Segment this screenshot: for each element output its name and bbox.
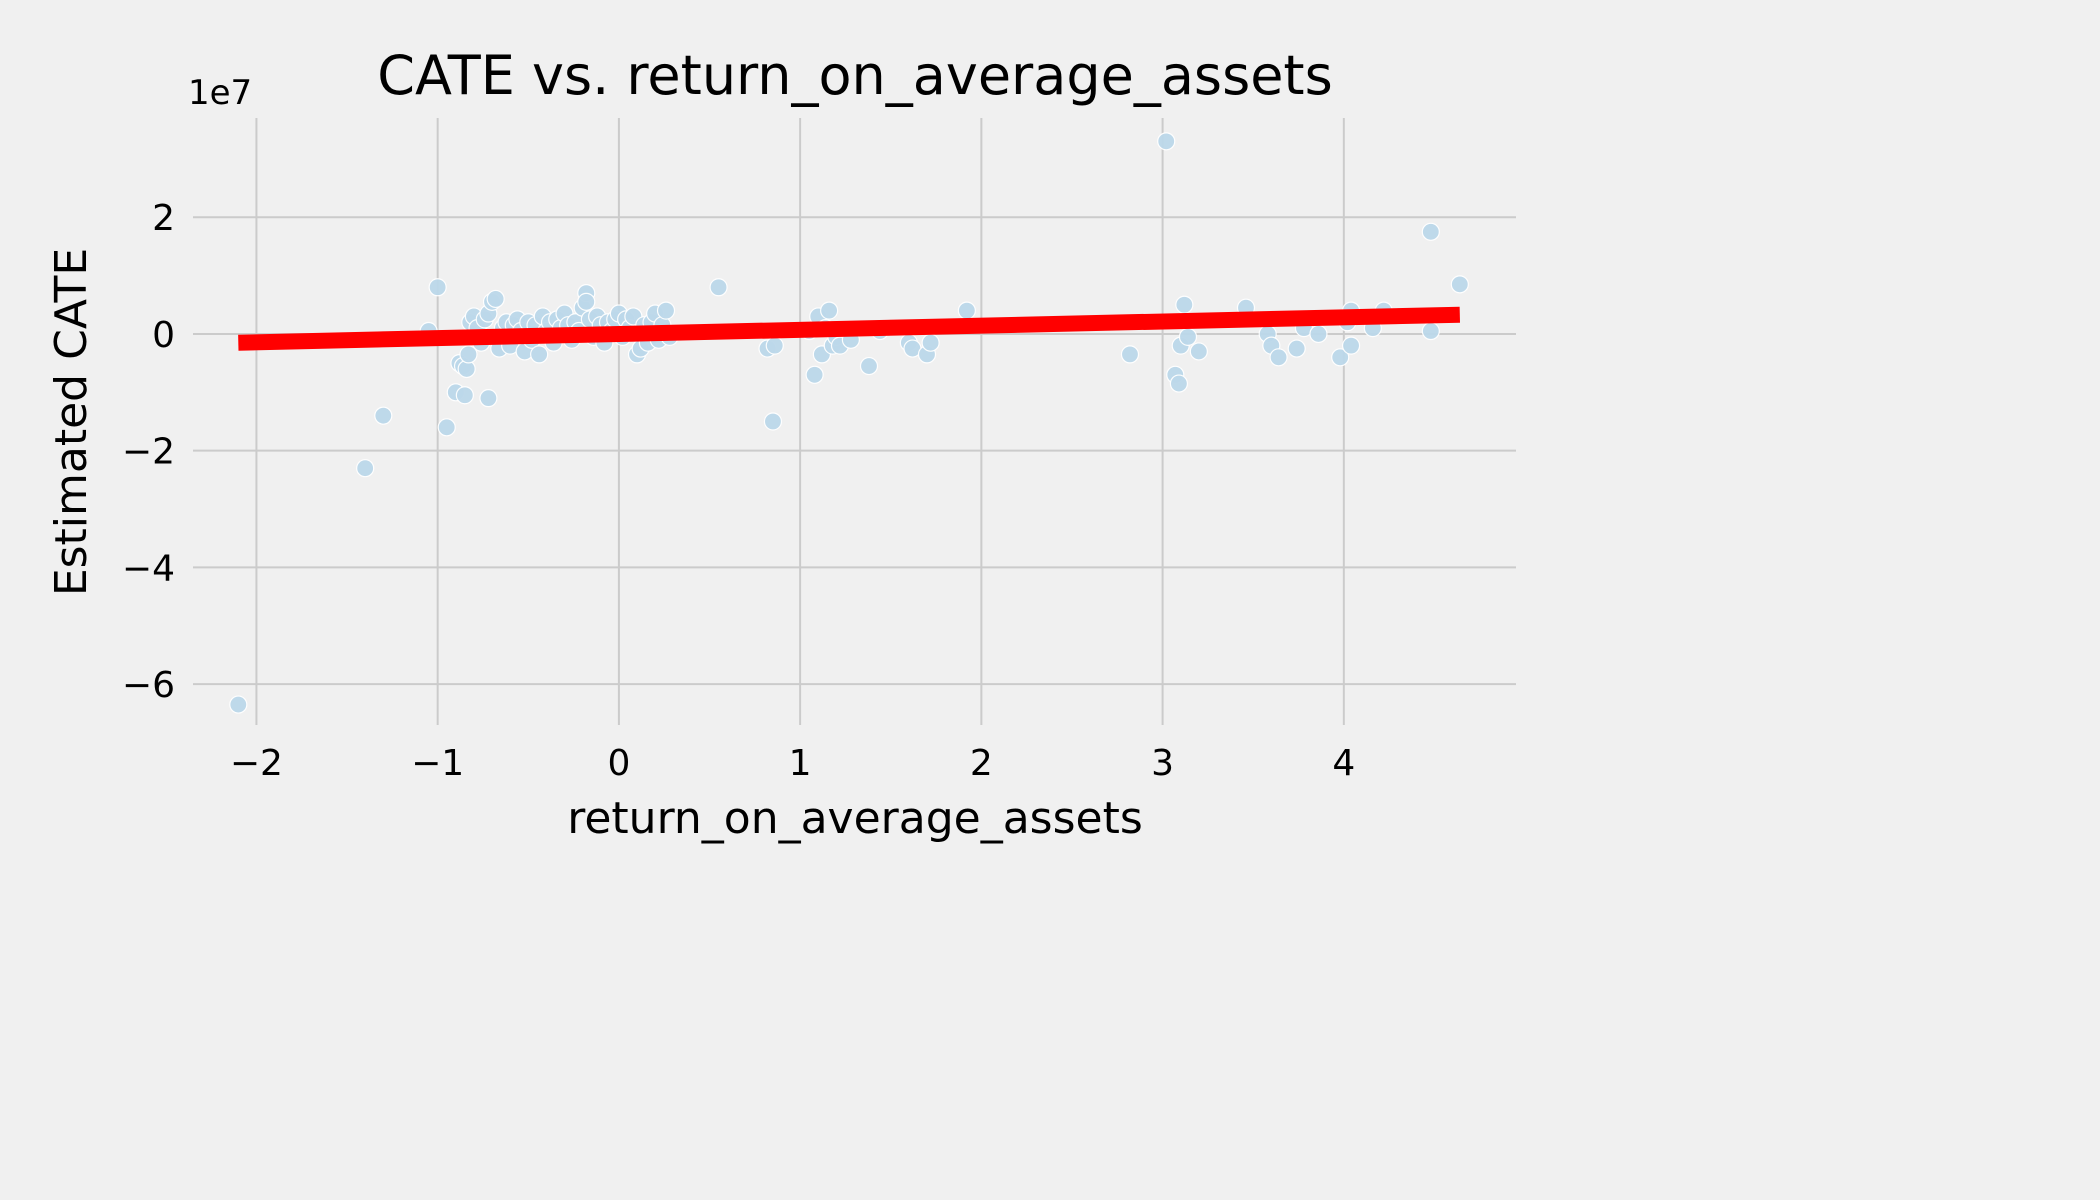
y-tick-label: 0	[152, 315, 175, 356]
scatter-point	[709, 278, 728, 297]
scatter-point	[530, 345, 549, 364]
scatter-point	[1189, 342, 1208, 361]
y-axis-label: Estimated CATE	[46, 248, 97, 596]
scatter-point	[1178, 327, 1198, 346]
scatter-point	[356, 459, 375, 478]
y-tick-label: 2	[152, 198, 175, 239]
scatter-point	[1309, 324, 1328, 344]
scatter-point	[1287, 339, 1306, 358]
x-tick-label: 0	[607, 743, 630, 784]
chart-container: −2 −1 0 1 2 3 4 −6 −4 −2 0 2 CATE vs. return_on_av…	[0, 0, 1568, 896]
x-tick-label: 1	[789, 743, 812, 784]
y-tick-label: −2	[122, 432, 175, 473]
scatter-point	[1157, 132, 1176, 151]
x-tick-label: −2	[230, 743, 283, 784]
scatter-point	[763, 412, 783, 431]
y-ticks-layer: −6 −4 −2 0 2	[122, 198, 175, 706]
scatter-point	[479, 389, 498, 408]
scatter-point	[486, 289, 505, 309]
scatter-point	[1421, 222, 1440, 241]
y-tick-label: −4	[122, 548, 175, 589]
scatter-point	[765, 336, 784, 355]
scatter-point	[374, 406, 393, 425]
scatter-point	[656, 301, 676, 320]
scatter-point	[921, 333, 940, 352]
scatter-point	[805, 365, 824, 384]
x-tick-label: 2	[970, 743, 993, 784]
scatter-point	[859, 356, 879, 376]
scatter-point	[229, 695, 248, 714]
y-offset-label: 1e7	[188, 73, 252, 113]
x-ticks-layer: −2 −1 0 1 2 3 4	[230, 743, 1355, 784]
scatter-point	[437, 418, 456, 437]
scatter-point	[1120, 345, 1140, 364]
scatter-point	[1175, 295, 1194, 314]
x-tick-label: 3	[1151, 743, 1174, 784]
scatter-point	[1450, 275, 1469, 294]
scatter-point	[1421, 321, 1440, 341]
y-tick-label: −6	[122, 665, 175, 706]
plot-background	[0, 0, 1568, 896]
x-axis-label: return_on_average_assets	[567, 793, 1143, 844]
x-tick-label: −1	[411, 743, 464, 784]
scatter-point	[1341, 336, 1361, 355]
scatter-point	[459, 345, 478, 364]
scatter-point	[1331, 348, 1350, 367]
x-tick-label: 4	[1332, 743, 1355, 784]
scatter-point	[820, 301, 839, 320]
trend-line	[238, 306, 1461, 351]
scatter-chart: −2 −1 0 1 2 3 4 −6 −4 −2 0 2 CATE vs. return_on_av…	[0, 0, 1568, 896]
scatter-point	[1169, 374, 1189, 393]
scatter-point	[1269, 348, 1288, 367]
scatter-point	[957, 301, 976, 320]
scatter-point	[455, 386, 474, 405]
scatter-point	[428, 278, 447, 297]
chart-title: CATE vs. return_on_average_assets	[377, 44, 1332, 107]
scatter-point	[577, 292, 596, 311]
